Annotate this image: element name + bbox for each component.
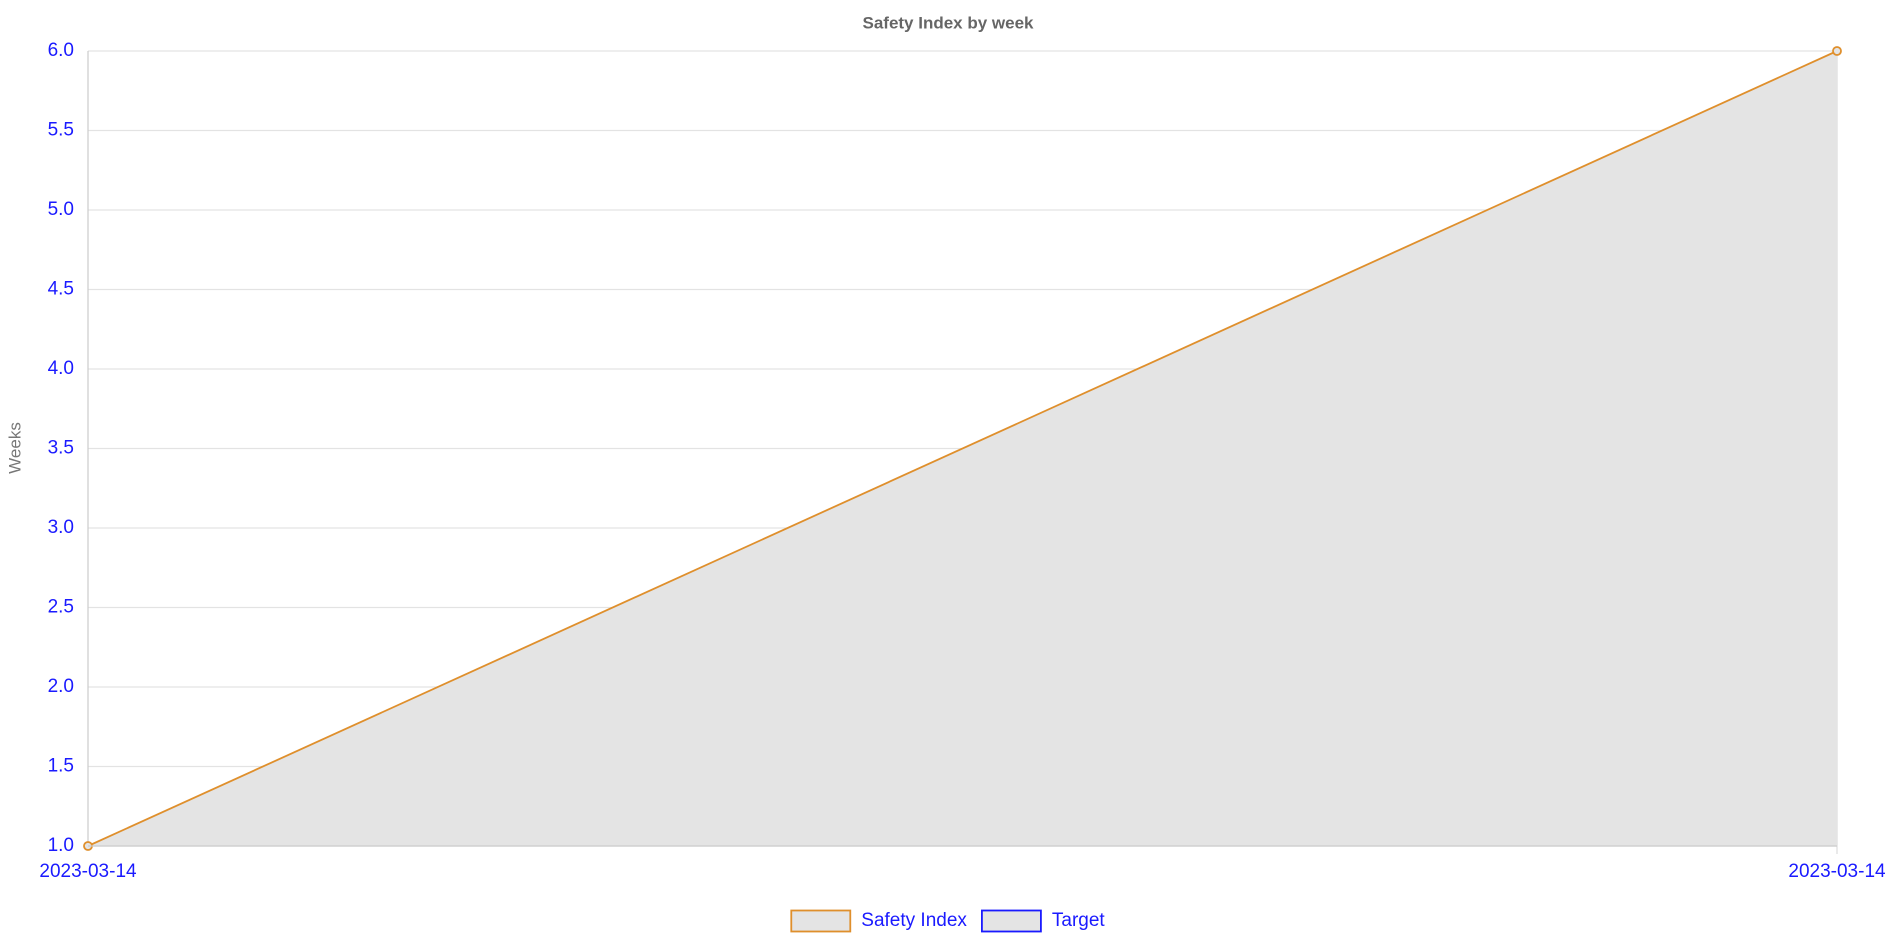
legend-label: Target [1052,910,1106,931]
y-tick-label: 3.5 [48,438,74,459]
y-tick-label: 6.0 [48,40,74,61]
y-tick-label: 4.5 [48,279,74,300]
legend-label: Safety Index [861,910,967,931]
x-tick-label: 2023-03-14 [1788,861,1886,882]
line [87,50,1838,847]
legend-swatch [981,909,1042,933]
x-tick-label: 2023-03-14 [39,861,137,882]
y-axis-label: Weeks [5,422,24,474]
y-tick-label: 2.0 [48,676,74,697]
y-tick-label: 1.0 [48,835,74,856]
y-tick-label: 2.5 [48,597,74,618]
y-tick-label: 4.0 [48,358,74,379]
y-tick-label: 5.5 [48,120,74,141]
y-tick-label: 3.0 [48,517,74,538]
y-tick-label: 5.0 [48,199,74,220]
y-tick-label: 1.5 [48,756,74,777]
point [1832,46,1842,56]
chart-title: Safety Index by week [862,13,1034,32]
legend-swatch [790,909,852,933]
